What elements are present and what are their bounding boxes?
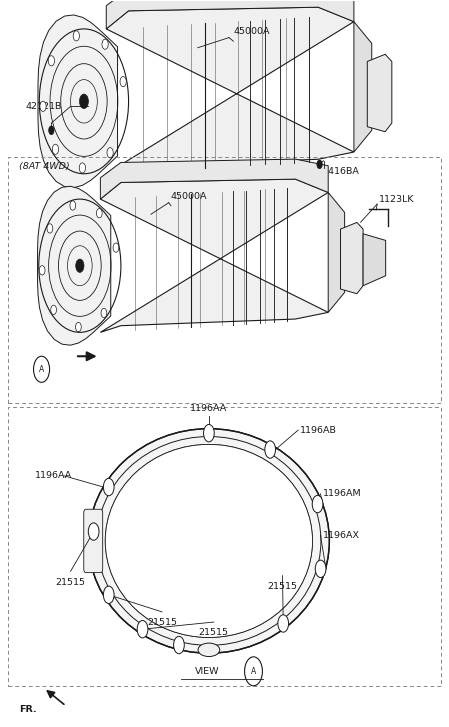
Circle shape <box>315 560 326 577</box>
Text: 1416BA: 1416BA <box>323 167 360 176</box>
Circle shape <box>97 209 102 218</box>
Polygon shape <box>38 15 118 188</box>
Circle shape <box>79 163 85 173</box>
Text: FR.: FR. <box>19 705 37 714</box>
Circle shape <box>75 322 81 332</box>
Text: A: A <box>251 667 256 676</box>
Circle shape <box>101 308 107 318</box>
Circle shape <box>51 305 57 315</box>
Circle shape <box>102 39 108 49</box>
Text: 1196AA: 1196AA <box>190 403 228 413</box>
Circle shape <box>73 31 79 41</box>
Circle shape <box>103 478 114 496</box>
Circle shape <box>312 495 323 513</box>
Circle shape <box>265 441 276 458</box>
FancyBboxPatch shape <box>84 509 103 573</box>
Text: (8AT 4WD): (8AT 4WD) <box>19 162 70 171</box>
Circle shape <box>40 265 45 275</box>
Text: 45000A: 45000A <box>233 28 270 36</box>
Text: 21515: 21515 <box>147 618 177 627</box>
Circle shape <box>107 148 113 158</box>
Text: 1196AA: 1196AA <box>35 471 72 481</box>
Circle shape <box>70 201 76 210</box>
Text: VIEW: VIEW <box>195 667 219 676</box>
Text: 21515: 21515 <box>56 578 86 587</box>
Polygon shape <box>101 159 328 199</box>
Polygon shape <box>363 234 386 286</box>
Text: 1196AB: 1196AB <box>300 425 337 435</box>
Ellipse shape <box>105 444 313 638</box>
Text: 1123LK: 1123LK <box>379 196 414 204</box>
Circle shape <box>53 144 58 154</box>
Polygon shape <box>328 193 345 313</box>
Ellipse shape <box>198 643 220 656</box>
Circle shape <box>76 259 84 273</box>
Text: 1196AX: 1196AX <box>323 531 360 539</box>
Text: 45000A: 45000A <box>171 193 207 201</box>
Text: 21515: 21515 <box>199 628 229 638</box>
Polygon shape <box>340 222 363 294</box>
Text: 21515: 21515 <box>268 582 298 591</box>
Circle shape <box>120 76 126 87</box>
Circle shape <box>113 243 119 252</box>
Circle shape <box>317 160 322 169</box>
Ellipse shape <box>88 429 330 653</box>
Circle shape <box>88 523 99 540</box>
Text: 42121B: 42121B <box>26 102 62 111</box>
Text: 1196AM: 1196AM <box>323 489 361 499</box>
Circle shape <box>48 126 54 134</box>
Polygon shape <box>106 7 354 174</box>
Circle shape <box>79 94 88 108</box>
Circle shape <box>203 425 214 442</box>
Polygon shape <box>106 0 354 29</box>
Polygon shape <box>354 22 372 152</box>
Circle shape <box>174 636 184 654</box>
Polygon shape <box>367 55 392 132</box>
Circle shape <box>40 101 46 111</box>
Circle shape <box>48 56 54 66</box>
Circle shape <box>47 224 53 233</box>
Circle shape <box>137 621 148 638</box>
Polygon shape <box>38 186 111 345</box>
Text: A: A <box>39 365 44 374</box>
Circle shape <box>278 615 289 632</box>
Circle shape <box>103 586 114 603</box>
Polygon shape <box>101 179 328 332</box>
